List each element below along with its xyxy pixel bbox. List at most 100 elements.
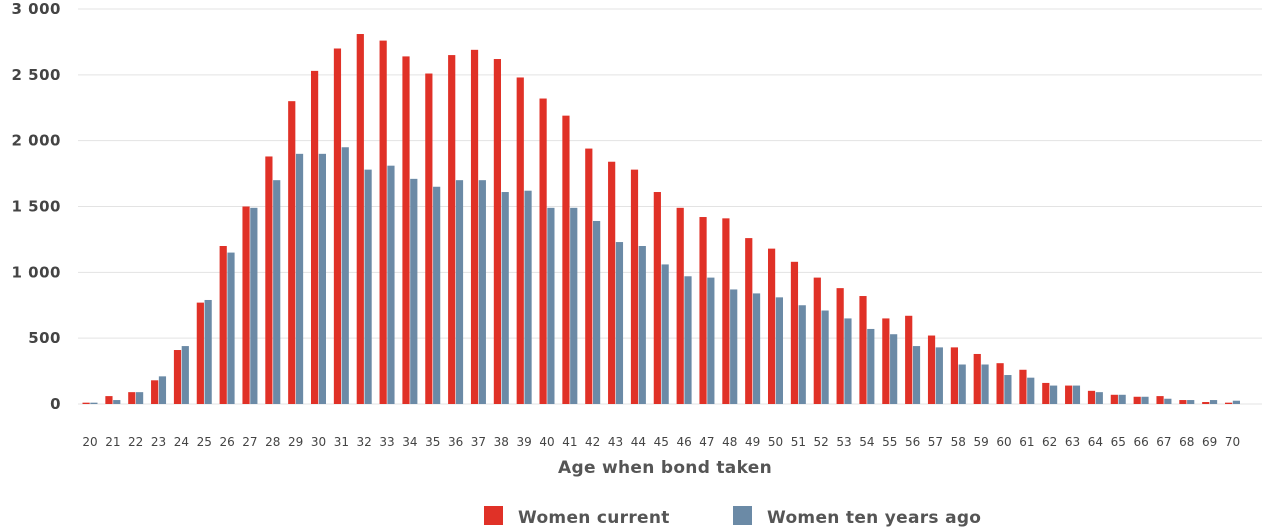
bar-women-ten-years-ago-48 — [730, 289, 738, 404]
bar-women-ten-years-ago-44 — [638, 246, 646, 404]
x-tick-label: 40 — [539, 435, 554, 449]
x-tick-label: 32 — [357, 435, 372, 449]
x-tick-label: 57 — [928, 435, 943, 449]
x-tick-label: 50 — [768, 435, 783, 449]
bar-women-current-43 — [608, 161, 616, 404]
x-axis-title: Age when bond taken — [558, 458, 772, 478]
bar-women-current-69 — [1202, 402, 1210, 404]
bar-women-ten-years-ago-70 — [1232, 400, 1240, 404]
y-tick-label: 500 — [28, 329, 61, 347]
bar-women-current-22 — [128, 392, 136, 404]
x-tick-label: 65 — [1111, 435, 1126, 449]
bar-women-ten-years-ago-69 — [1209, 400, 1218, 404]
bar-women-ten-years-ago-51 — [798, 305, 806, 404]
bar-women-current-45 — [653, 192, 661, 404]
bar-women-current-20 — [82, 402, 90, 404]
bar-women-ten-years-ago-20 — [90, 402, 98, 404]
x-tick-label: 20 — [82, 435, 97, 449]
bar-women-ten-years-ago-60 — [1004, 375, 1012, 404]
bar-women-ten-years-ago-23 — [158, 376, 167, 404]
bar-women-current-60 — [996, 363, 1004, 404]
bar-women-current-66 — [1133, 396, 1141, 404]
bar-women-ten-years-ago-22 — [136, 392, 144, 404]
bar-women-ten-years-ago-46 — [684, 276, 692, 404]
x-tick-label: 60 — [996, 435, 1011, 449]
bar-women-ten-years-ago-59 — [981, 364, 989, 404]
bar-women-current-63 — [1065, 385, 1073, 404]
bar-women-current-51 — [790, 261, 799, 404]
legend: Women current Women ten years ago — [484, 506, 981, 528]
bar-women-current-37 — [470, 49, 479, 404]
x-tick-label: 26 — [219, 435, 234, 449]
bar-women-current-33 — [379, 40, 387, 404]
bar-women-ten-years-ago-49 — [752, 293, 761, 404]
bar-women-ten-years-ago-39 — [524, 190, 532, 404]
x-tick-label: 31 — [334, 435, 349, 449]
x-tick-label: 28 — [265, 435, 280, 449]
x-tick-label: 35 — [425, 435, 440, 449]
bar-women-current-54 — [859, 296, 867, 404]
x-tick-label: 68 — [1179, 435, 1194, 449]
x-tick-label: 43 — [608, 435, 623, 449]
bar-women-current-30 — [311, 70, 319, 404]
bar-women-current-55 — [882, 318, 890, 404]
bar-women-current-29 — [288, 101, 296, 405]
bar-women-current-31 — [333, 48, 342, 404]
bar-women-ten-years-ago-53 — [844, 318, 852, 404]
bar-women-current-32 — [356, 34, 364, 405]
x-axis-ticks: 20 21 22 23 24 25 26 27 28 29 30 31 32 33 34 35 36 37 38 39… — [82, 435, 1240, 449]
bar-women-current-41 — [562, 115, 570, 405]
bar-women-ten-years-ago-55 — [890, 334, 898, 404]
x-tick-label: 21 — [105, 435, 120, 449]
x-tick-label: 70 — [1225, 435, 1240, 449]
bar-women-ten-years-ago-27 — [250, 207, 258, 404]
x-tick-label: 63 — [1065, 435, 1080, 449]
bar-women-current-68 — [1179, 400, 1187, 404]
bar-women-current-49 — [745, 238, 753, 404]
bar-women-current-34 — [402, 56, 410, 405]
legend-label-women-current: Women current — [518, 508, 670, 528]
bar-women-ten-years-ago-32 — [364, 169, 372, 404]
bar-women-ten-years-ago-58 — [958, 364, 966, 404]
x-tick-label: 59 — [974, 435, 989, 449]
x-tick-label: 62 — [1042, 435, 1057, 449]
x-tick-label: 25 — [197, 435, 212, 449]
bar-women-ten-years-ago-24 — [181, 346, 189, 404]
bar-women-current-70 — [1225, 402, 1233, 404]
bar-women-ten-years-ago-30 — [318, 153, 326, 404]
bar-women-current-46 — [676, 207, 684, 404]
bar-women-ten-years-ago-28 — [273, 180, 281, 404]
bar-women-ten-years-ago-54 — [867, 328, 875, 404]
bar-women-current-27 — [242, 206, 250, 404]
bar-women-current-42 — [585, 148, 593, 404]
bar-women-current-23 — [151, 380, 159, 404]
x-tick-label: 34 — [402, 435, 417, 449]
x-tick-label: 66 — [1133, 435, 1148, 449]
bar-women-ten-years-ago-42 — [593, 220, 601, 404]
bar-women-ten-years-ago-68 — [1187, 400, 1195, 404]
x-tick-label: 23 — [151, 435, 166, 449]
x-tick-label: 30 — [311, 435, 326, 449]
bar-women-ten-years-ago-37 — [478, 180, 486, 404]
x-tick-label: 56 — [905, 435, 920, 449]
bar-women-current-39 — [516, 77, 524, 404]
x-tick-label: 45 — [654, 435, 669, 449]
bars — [82, 34, 1240, 405]
bar-women-current-40 — [539, 98, 547, 404]
bar-women-current-47 — [699, 217, 707, 404]
x-tick-label: 27 — [242, 435, 257, 449]
bar-women-ten-years-ago-29 — [295, 153, 304, 404]
x-tick-label: 51 — [791, 435, 806, 449]
bar-women-ten-years-ago-66 — [1141, 396, 1149, 404]
bar-women-current-65 — [1110, 394, 1118, 404]
x-tick-label: 24 — [174, 435, 189, 449]
x-tick-label: 36 — [448, 435, 463, 449]
bar-women-current-35 — [425, 73, 433, 405]
legend-swatch-women-ten-years-ago — [733, 506, 752, 525]
x-tick-label: 55 — [882, 435, 897, 449]
bar-women-current-50 — [768, 248, 776, 404]
bar-women-ten-years-ago-25 — [204, 299, 212, 404]
bar-women-current-53 — [836, 288, 844, 404]
legend-label-women-ten-years-ago: Women ten years ago — [767, 508, 981, 528]
bar-women-ten-years-ago-45 — [661, 264, 669, 404]
